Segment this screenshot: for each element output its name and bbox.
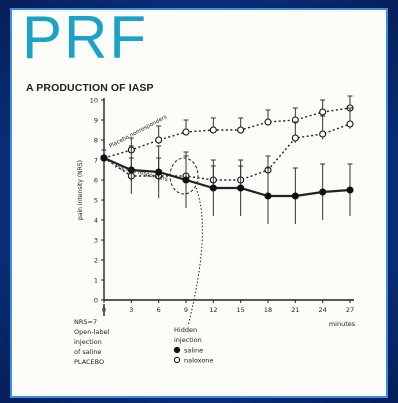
y-tick-label: 3 — [94, 237, 98, 245]
x-tick-label: 24 — [319, 306, 327, 314]
chart-labels: pain intensity (NRS) Placebo nonresponder… — [74, 114, 356, 366]
y-tick-label: 5 — [94, 197, 98, 205]
x-tick-label: 6 — [157, 306, 161, 314]
series-line — [103, 156, 351, 198]
chart-axes: 0123456789100369121518212427 — [90, 97, 354, 315]
y-tick-label: 7 — [94, 157, 98, 165]
chart-series — [100, 95, 354, 224]
placebo-caption-line: injection — [74, 338, 102, 346]
placebo-caption-line: NRS=7 — [74, 318, 97, 326]
y-tick-label: 2 — [94, 257, 98, 265]
legend-naloxone-marker — [173, 356, 181, 364]
data-point-filled — [182, 176, 190, 184]
data-point-open — [264, 118, 272, 126]
data-point-open — [182, 128, 190, 136]
data-point-filled — [100, 154, 108, 162]
y-tick-label: 1 — [94, 277, 98, 285]
y-tick-label: 9 — [94, 117, 98, 125]
x-tick-label: 3 — [129, 306, 133, 314]
data-point-open — [319, 108, 327, 116]
placebo-caption-line: of saline — [74, 348, 101, 356]
y-tick-label: 0 — [94, 297, 98, 305]
x-tick-label: 18 — [264, 306, 272, 314]
data-point-filled — [127, 166, 135, 174]
legend-saline-marker — [173, 346, 181, 354]
data-point-open — [346, 120, 354, 128]
data-point-open — [319, 130, 327, 138]
data-point-open — [291, 134, 299, 142]
data-point-filled — [291, 192, 299, 200]
hidden-caption-line: Hidden — [174, 326, 197, 334]
data-point-filled — [209, 184, 217, 192]
data-point-filled — [319, 188, 327, 196]
x-tick-label: 12 — [209, 306, 217, 314]
y-tick-label: 6 — [94, 177, 98, 185]
x-tick-label: 15 — [237, 306, 245, 314]
data-point-filled — [346, 186, 354, 194]
data-point-filled — [237, 184, 245, 192]
annotation-nonresponders: Placebo nonresponders — [108, 114, 168, 150]
prf-logo: PRF — [22, 4, 148, 71]
hidden-caption-line: injection — [174, 336, 202, 344]
data-point-filled — [264, 192, 272, 200]
tagline: A PRODUCTION OF IASP — [26, 82, 154, 94]
x-tick-label: 21 — [291, 306, 299, 314]
data-point-open — [209, 126, 217, 134]
data-point-open — [237, 126, 245, 134]
y-tick-label: 4 — [94, 217, 98, 225]
highlight-ellipse — [169, 157, 199, 195]
legend-naloxone-label: naloxone — [184, 357, 213, 365]
hidden-injection-pointer — [187, 187, 203, 327]
x-tick-label: 9 — [184, 306, 188, 314]
legend-saline-label: saline — [184, 347, 203, 355]
series-responders-saline — [100, 145, 354, 224]
data-point-filled — [155, 168, 163, 176]
x-axis-unit-label: minutes — [329, 320, 356, 328]
y-tick-label: 10 — [90, 97, 98, 105]
placebo-caption-line: Open-label — [74, 328, 110, 336]
y-axis-label: pain intensity (NRS) — [77, 160, 84, 220]
series-line — [103, 123, 351, 181]
series-line — [103, 107, 351, 159]
y-tick-label: 8 — [94, 137, 98, 145]
pain-intensity-chart: 0123456789100369121518212427 pain intens… — [74, 95, 356, 366]
data-point-open — [155, 136, 163, 144]
placebo-caption-line: PLACEBO — [74, 358, 104, 366]
x-tick-label: 27 — [346, 306, 354, 314]
figure-card: PRF A PRODUCTION OF IASP 012345678910036… — [12, 4, 386, 396]
